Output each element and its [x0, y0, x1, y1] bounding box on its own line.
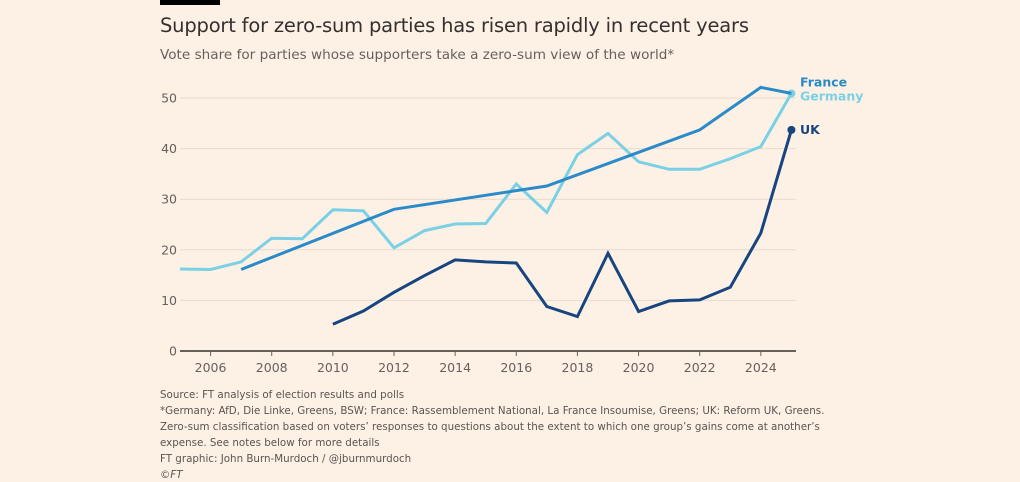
- source-note: Source: FT analysis of election results …: [160, 389, 405, 401]
- x-axis-ticks: 2006 2008 2010 2012 2014 2016 2018 2020 2022 2024: [195, 351, 777, 375]
- end-marker-germany: [787, 89, 796, 98]
- series-line-germany: [179, 92, 793, 272]
- series-label-france: France: [800, 74, 847, 89]
- x-tick-label-2010: 2010: [317, 360, 349, 375]
- gridlines: [180, 97, 796, 352]
- parties-note: *Germany: AfD, Die Linke, Greens, BSW; F…: [160, 405, 825, 417]
- chart-subtitle: Vote share for parties whose supporters …: [160, 47, 675, 63]
- y-axis-ticks: 0 10 20 30 40 50: [161, 91, 177, 359]
- y-tick-label-40: 40: [161, 141, 177, 156]
- y-tick-label-50: 50: [161, 91, 177, 106]
- series-lines: [179, 85, 796, 326]
- classification-note-line-1: Zero-sum classification based on voters’…: [160, 421, 820, 433]
- x-tick-label-2024: 2024: [745, 360, 777, 375]
- end-marker-uk: [787, 125, 796, 134]
- classification-note-line-2: expense. See notes below for more detail…: [160, 437, 380, 449]
- y-tick-label-0: 0: [169, 344, 177, 359]
- graphic-credit: FT graphic: John Burn-Murdoch / @jburnmu…: [160, 453, 412, 465]
- x-tick-label-2012: 2012: [378, 360, 410, 375]
- x-tick-label-2008: 2008: [256, 360, 288, 375]
- x-tick-label-2018: 2018: [562, 360, 594, 375]
- x-tick-label-2016: 2016: [500, 360, 532, 375]
- y-tick-label-20: 20: [161, 242, 177, 257]
- x-tick-label-2020: 2020: [623, 360, 655, 375]
- y-tick-label-30: 30: [161, 192, 177, 207]
- series-label-germany: Germany: [800, 88, 863, 103]
- chart-title: Support for zero-sum parties has risen r…: [160, 14, 749, 37]
- series-label-uk: UK: [800, 122, 821, 137]
- x-tick-label-2022: 2022: [684, 360, 716, 375]
- chart-footer: Source: FT analysis of election results …: [160, 387, 824, 482]
- series-line-uk: [332, 129, 793, 326]
- series-line-france: [240, 85, 792, 271]
- brand-bar: [160, 0, 220, 5]
- copyright: ©FT: [160, 469, 183, 481]
- x-tick-label-2014: 2014: [439, 360, 471, 375]
- x-tick-label-2006: 2006: [195, 360, 227, 375]
- y-tick-label-10: 10: [161, 293, 177, 308]
